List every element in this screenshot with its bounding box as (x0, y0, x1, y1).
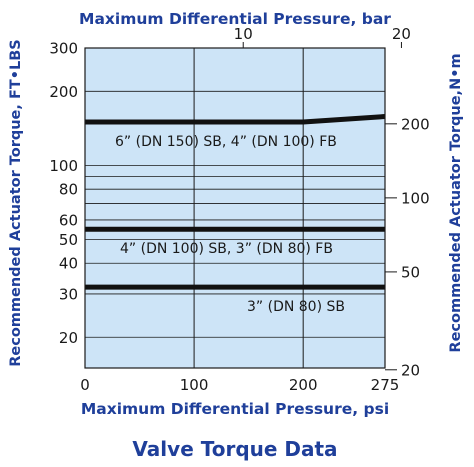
y-tick-label: 40 (59, 255, 78, 273)
chart-title: Valve Torque Data (132, 437, 337, 461)
series-line-1 (85, 113, 386, 125)
y-tick-label: 30 (59, 285, 78, 303)
x-tick-label: 275 (371, 376, 400, 394)
x-tick-label: 0 (80, 376, 90, 394)
y-tick-label: 100 (49, 157, 78, 175)
plot-frame (84, 47, 386, 369)
plot-area (85, 48, 385, 368)
grid (85, 48, 385, 368)
y-tick-label: 20 (59, 329, 78, 347)
series-group (85, 113, 386, 290)
right-tick-label: 50 (401, 263, 420, 281)
left-axis-title: Recommended Actuator Torque, FT•LBS (8, 39, 24, 367)
series-label-2: 4” (DN 100) SB, 3” (DN 80) FB (120, 241, 333, 257)
right-tick-label: 100 (401, 189, 430, 207)
series-label-1: 6” (DN 150) SB, 4” (DN 100) FB (115, 134, 337, 150)
series-labels: 6” (DN 150) SB, 4” (DN 100) FB 4” (DN 100… (115, 134, 345, 315)
x-tick-label: 100 (180, 376, 209, 394)
top-tick-label: 20 (392, 25, 411, 43)
y-tick-label: 60 (59, 211, 78, 229)
y-tick-label: 80 (59, 181, 78, 199)
top-tick-label: 10 (234, 25, 253, 43)
ticks: 0 100 200 275 10 20 20 30 40 50 60 80 100 200 300 20 50 1… (49, 25, 429, 394)
y-tick-label: 300 (49, 40, 78, 58)
y-tick-label: 200 (49, 83, 78, 101)
x-tick-label: 200 (289, 376, 318, 394)
right-axis-title: Recommended Actuator Torque,N•m (448, 53, 464, 352)
right-tick-label: 200 (401, 115, 430, 133)
right-tick-label: 20 (401, 361, 420, 379)
series-label-3: 3” (DN 80) SB (247, 299, 345, 315)
y-tick-label: 50 (59, 231, 78, 249)
bottom-axis-title: Maximum Differential Pressure, psi (81, 400, 389, 418)
top-axis-title: Maximum Differential Pressure, bar (79, 10, 391, 28)
